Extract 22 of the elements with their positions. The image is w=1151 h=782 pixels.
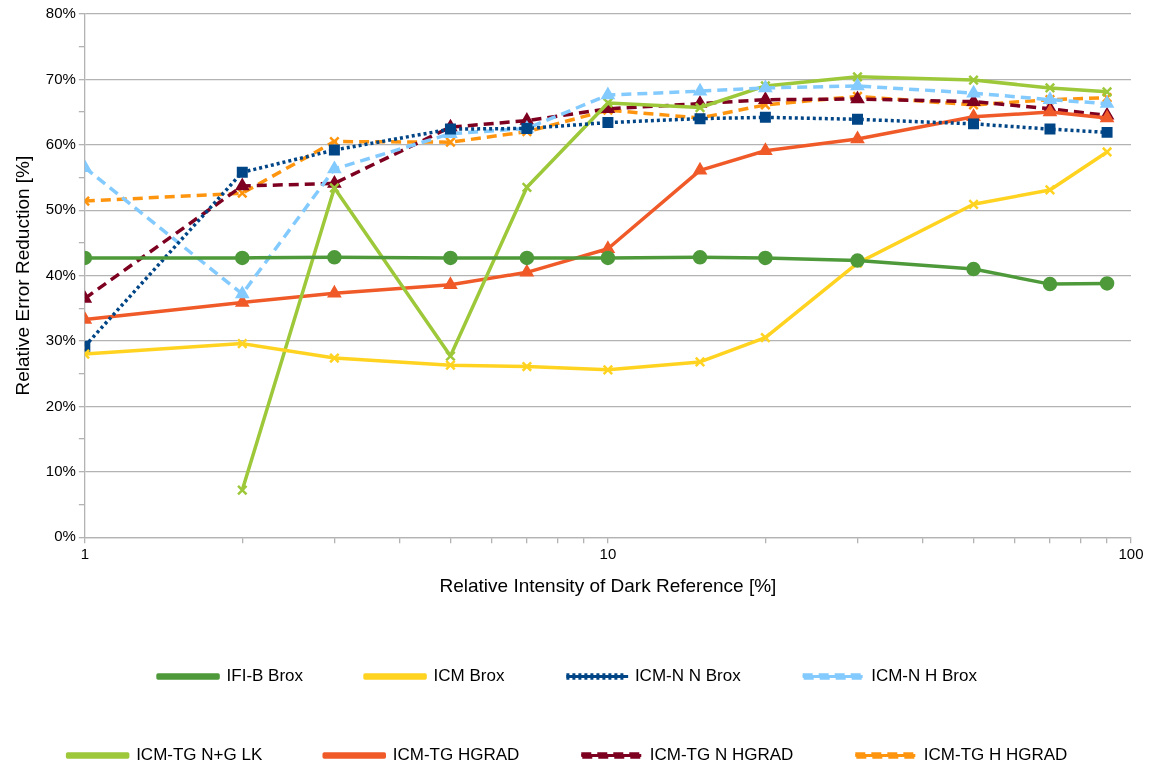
legend-label: ICM Brox bbox=[433, 666, 505, 686]
x-tick-label: 10 bbox=[599, 545, 617, 563]
legend-label: ICM-TG H HGRAD bbox=[923, 745, 1068, 765]
y-tick-label: 70% bbox=[45, 69, 76, 87]
legend-label: IFI-B Brox bbox=[226, 666, 304, 686]
y-tick-label: 10% bbox=[45, 461, 76, 479]
y-tick-label: 80% bbox=[45, 4, 76, 22]
legend-label: ICM-TG N+G LK bbox=[136, 745, 263, 765]
legend-label: ICM-TG HGRAD bbox=[392, 745, 520, 765]
y-tick-label: 40% bbox=[45, 265, 76, 283]
y-tick-label: 60% bbox=[45, 134, 76, 152]
legend-label: ICM-TG N HGRAD bbox=[649, 745, 794, 765]
y-tick-label: 0% bbox=[54, 527, 76, 545]
legend-label: ICM-N H Brox bbox=[871, 666, 978, 686]
y-axis-title: Relative Error Reduction [%] bbox=[11, 155, 33, 396]
x-tick-label: 1 bbox=[80, 545, 89, 563]
y-tick-label: 30% bbox=[45, 331, 76, 349]
legend-label: ICM-N N Brox bbox=[634, 666, 742, 686]
y-tick-label: 20% bbox=[45, 396, 76, 414]
x-tick-label: 100 bbox=[1118, 545, 1144, 563]
x-axis-title: Relative Intensity of Dark Reference [%] bbox=[439, 574, 777, 596]
y-tick-label: 50% bbox=[45, 200, 76, 218]
